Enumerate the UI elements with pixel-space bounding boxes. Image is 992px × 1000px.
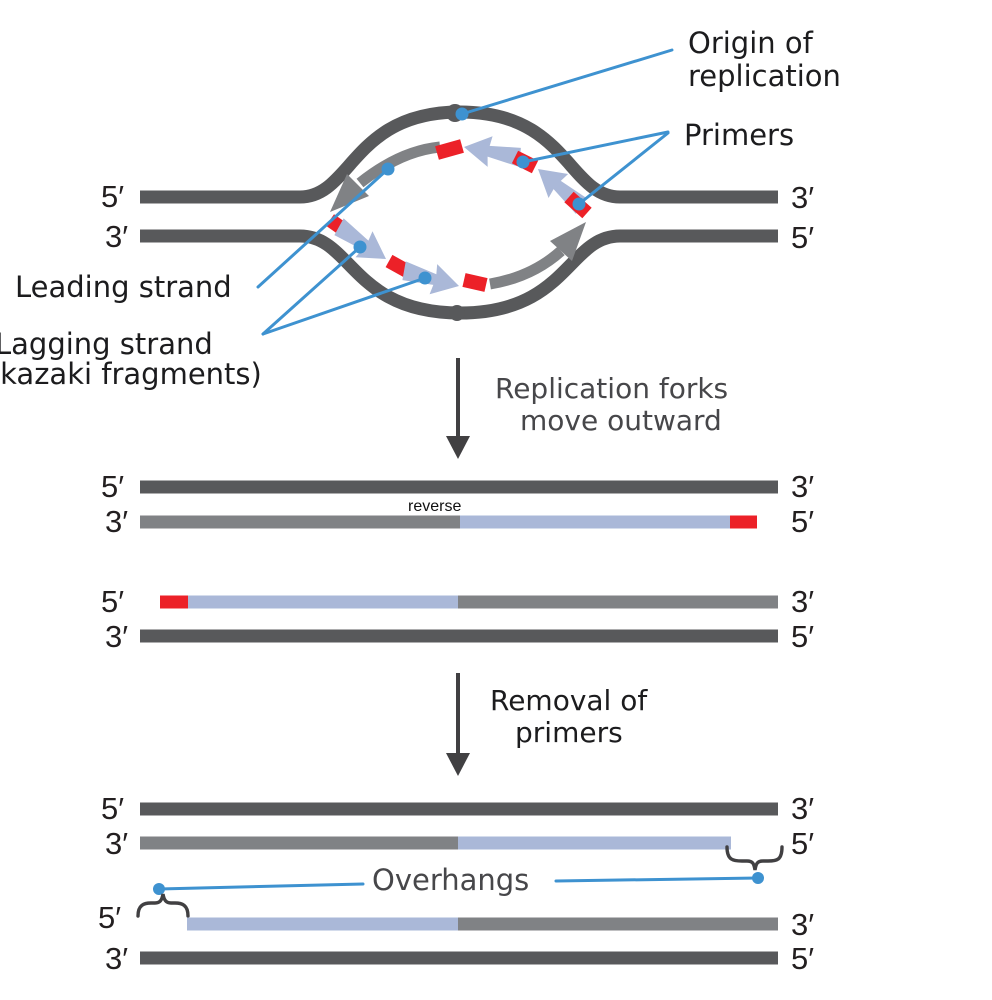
pointer-line-primers-1	[521, 130, 670, 164]
end-label: 5′	[791, 826, 814, 861]
step1-label-line2: move outward	[520, 404, 722, 437]
step2-label-line1: Removal of	[490, 684, 648, 717]
termination-dot	[449, 305, 465, 321]
pointer-line-lagging-1	[261, 245, 362, 336]
end-label: 3′	[105, 219, 128, 254]
end-label: 3′	[791, 180, 814, 215]
pointer-dot-overhang-right	[752, 872, 764, 884]
leading-strand-arrowhead-bottom	[550, 222, 586, 261]
primer-segment	[385, 254, 411, 278]
end-label: 5′	[101, 584, 124, 619]
end-label: 3′	[791, 791, 814, 826]
end-label: 3′	[105, 826, 128, 861]
pointer-line-primers-2	[577, 131, 670, 206]
pointer-line-origin	[460, 48, 674, 116]
okazaki-arrow	[461, 131, 524, 173]
bubble-template-strand-top	[140, 105, 778, 204]
end-label: 5′	[791, 941, 814, 976]
end-label: 3′	[791, 469, 814, 504]
end-label: 5′	[791, 220, 814, 255]
overhangs-label: Overhangs	[372, 863, 529, 897]
pointer-line-overhang-left	[157, 882, 365, 891]
end-label: 5′	[101, 791, 124, 826]
end-label: 3′	[105, 504, 128, 539]
primer-segment	[462, 273, 488, 292]
leading-strand-label: Leading strand	[15, 270, 232, 304]
step2-arrowhead	[446, 753, 470, 776]
primer-segment	[435, 139, 464, 160]
pointer-dot-overhang-left	[153, 883, 165, 895]
step1-arrowhead	[446, 436, 470, 459]
origin-label-line1: Origin of	[688, 26, 814, 60]
end-label: 5′	[791, 504, 814, 539]
primers-label: Primers	[684, 118, 794, 152]
pointer-line-lagging-2	[261, 276, 427, 336]
reverse-note: reverse	[408, 498, 461, 515]
overhang-brace-right	[725, 845, 784, 871]
end-label: 3′	[791, 584, 814, 619]
pointer-line-overhang-right	[554, 876, 760, 883]
lagging-strand-label-line2: (Okazaki fragments)	[0, 357, 262, 391]
step2-label-line2: primers	[515, 716, 623, 749]
leading-strand-arrow-shaft-top	[356, 141, 441, 188]
leading-strand-arrow-shaft-bottom	[489, 246, 565, 290]
end-label: 5′	[101, 469, 124, 504]
end-label: 5′	[791, 619, 814, 654]
bubble-template-strand-bottom	[140, 229, 778, 320]
end-label: 5′	[98, 900, 121, 935]
end-label: 3′	[791, 907, 814, 942]
leading-strand-arrowhead-top	[330, 174, 369, 212]
end-label: 3′	[105, 941, 128, 976]
end-label: 3′	[105, 619, 128, 654]
overhang-brace-left	[136, 893, 190, 918]
pointer-line-leading	[256, 167, 390, 289]
origin-label-line2: replication	[688, 59, 841, 93]
end-label: 5′	[101, 179, 124, 214]
lagging-strand-label-line1: Lagging strand	[0, 327, 213, 361]
step1-label-line1: Replication forks	[495, 372, 728, 405]
